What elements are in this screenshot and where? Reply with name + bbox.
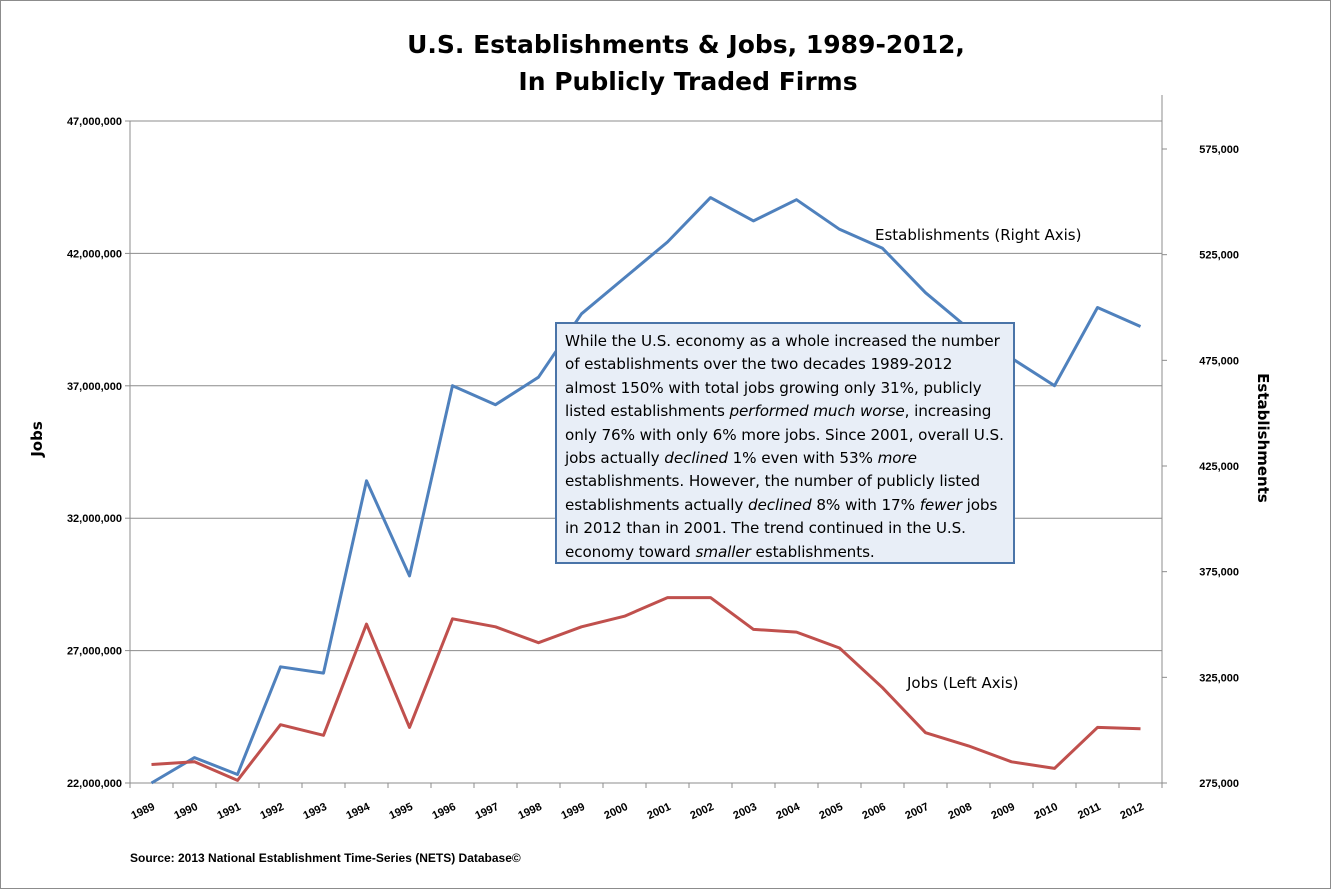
right-tick-label: 425,000 — [1199, 461, 1239, 473]
annotation-text: , increasing only 76% with only 6% more … — [565, 402, 1004, 468]
chart-title-line-2: In Publicly Traded Firms — [518, 67, 857, 96]
chart-title-line-1: U.S. Establishments & Jobs, 1989-2012, — [407, 30, 965, 59]
x-tick-label: 2008 — [947, 801, 974, 822]
left-tick-label: 47,000,000 — [67, 116, 122, 128]
annotation-text: 8% with 17% — [811, 495, 920, 514]
x-tick-label: 2002 — [689, 801, 716, 822]
x-tick-label: 2011 — [1076, 801, 1103, 822]
x-tick-label: 1995 — [388, 801, 415, 822]
left-tick-label: 32,000,000 — [67, 513, 122, 525]
x-tick-label: 2004 — [775, 800, 803, 822]
right-axis-ticks: 275,000 325,000 375,000 425,000 475,000 525,0… — [1162, 144, 1239, 790]
right-tick-label: 575,000 — [1199, 144, 1239, 156]
right-axis-title: Establishments — [1254, 373, 1272, 503]
x-tick-label: 1999 — [560, 801, 587, 822]
right-tick-label: 275,000 — [1199, 778, 1239, 790]
annotation-text: jobs in 2012 than in 2001. The trend con… — [565, 495, 998, 561]
annotation-text: establishments. However, the number of p… — [565, 472, 981, 514]
x-tick-label: 1992 — [259, 801, 286, 822]
x-tick-label: 2006 — [861, 801, 888, 822]
source-note: Source: 2013 National Establishment Time… — [130, 851, 521, 865]
left-axis-title: Jobs — [28, 421, 46, 458]
left-tick-label: 37,000,000 — [67, 381, 122, 393]
x-tick-label: 2010 — [1033, 801, 1060, 822]
x-tick-label: 2001 — [646, 801, 673, 822]
x-tick-label: 1989 — [130, 801, 157, 822]
x-tick-label: 2012 — [1119, 801, 1146, 822]
annotation-emphasis: performed much worse — [729, 402, 905, 421]
annotation-emphasis: fewer — [919, 495, 962, 514]
x-tick-label: 2000 — [603, 801, 630, 822]
x-axis-ticks: 1989 1990 1991 1992 1993 1994 1995 1996 1997 1998… — [129, 783, 1163, 822]
x-tick-label: 2003 — [732, 801, 759, 822]
right-tick-label: 325,000 — [1199, 672, 1239, 684]
left-axis-ticks: 22,000,000 27,000,000 32,000,000 37,000,000… — [67, 116, 130, 790]
establishments-series-label: Establishments (Right Axis) — [875, 226, 1081, 244]
annotation-text: establishments. — [750, 542, 875, 561]
x-tick-label: 1993 — [302, 801, 329, 822]
x-tick-label: 1996 — [431, 801, 458, 822]
annotation-emphasis: more — [877, 449, 917, 468]
x-tick-label: 1997 — [474, 801, 501, 822]
annotation-emphasis: declined — [748, 495, 812, 514]
annotation-text: While the U.S. economy as a whole increa… — [565, 332, 1000, 421]
left-tick-label: 27,000,000 — [67, 646, 122, 658]
annotation-box: While the U.S. economy as a whole increa… — [555, 322, 1015, 564]
x-tick-label: 1990 — [173, 801, 200, 822]
right-tick-label: 375,000 — [1199, 567, 1239, 579]
annotation-text: 1% even with 53% — [727, 449, 878, 468]
x-tick-label: 2007 — [904, 801, 931, 822]
x-tick-label: 1994 — [345, 800, 373, 822]
x-tick-label: 2009 — [990, 801, 1017, 822]
x-tick-label: 1998 — [517, 801, 544, 822]
annotation-emphasis: declined — [664, 449, 728, 468]
annotation-emphasis: smaller — [695, 542, 751, 561]
right-tick-label: 475,000 — [1199, 355, 1239, 367]
jobs-series-label: Jobs (Left Axis) — [906, 674, 1019, 692]
left-tick-label: 22,000,000 — [67, 778, 122, 790]
x-tick-label: 1991 — [216, 801, 243, 822]
left-tick-label: 42,000,000 — [67, 248, 122, 260]
jobs-line — [151, 596, 1141, 782]
x-tick-label: 2005 — [818, 801, 845, 822]
right-tick-label: 525,000 — [1199, 250, 1239, 262]
